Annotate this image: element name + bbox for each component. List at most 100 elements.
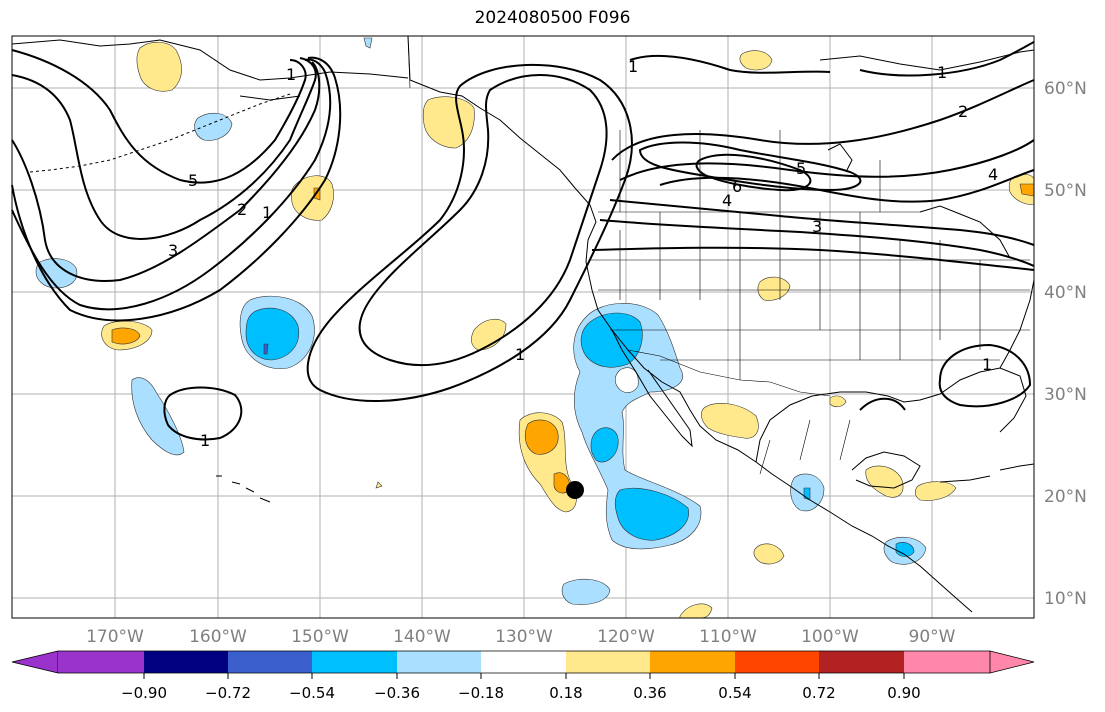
yellow-fill-mexico xyxy=(701,403,759,439)
us-state-lines-horizontal xyxy=(590,259,1030,361)
yellow-fill-bering xyxy=(136,41,182,92)
anomaly-fills xyxy=(35,37,1035,619)
orange-core-west-pacific xyxy=(111,327,141,345)
colorbar-ticks xyxy=(143,673,905,679)
colorbar-tick-label: −0.18 xyxy=(458,684,504,702)
contour-1-east xyxy=(938,343,1032,408)
contour-label: 4 xyxy=(988,165,998,184)
lon-label: 150°W xyxy=(291,627,349,647)
colorbar-swatch xyxy=(58,651,144,673)
contour-label: 1 xyxy=(982,355,992,374)
lon-label: 90°W xyxy=(909,627,956,647)
colorbar-swatch xyxy=(566,651,650,673)
contour-2-jet xyxy=(611,79,1035,161)
yellow-fill-yucatan xyxy=(865,465,904,498)
colorbar-swatch xyxy=(481,651,566,673)
hispaniola-coastline xyxy=(999,463,1035,471)
contour-1-ridge-inner xyxy=(358,74,608,367)
contour-4 xyxy=(11,57,317,240)
colorbar: −0.90 −0.72 −0.54 −0.36 −0.18 0.18 0.36 … xyxy=(11,650,1035,702)
contour-label: 1 xyxy=(286,65,296,84)
colorbar-swatch xyxy=(312,651,397,673)
yellow-fill-plains xyxy=(757,276,791,301)
colorbar-tick-label: 0.90 xyxy=(887,684,920,702)
lon-label: 100°W xyxy=(801,627,859,647)
contour-5 xyxy=(11,49,307,184)
baja-peninsula xyxy=(611,329,693,448)
blue-core-baja-north xyxy=(580,312,643,368)
colorbar-tick-label: 0.72 xyxy=(802,684,835,702)
lat-label: 50°N xyxy=(1044,181,1087,201)
yucatan-coastline xyxy=(851,451,921,489)
gulf-coastline xyxy=(755,367,1027,463)
yellow-fill-caribbean xyxy=(914,481,957,501)
contour-3-lower xyxy=(609,199,1035,246)
contour-3-jet xyxy=(619,139,1035,181)
contour-1-northeast xyxy=(859,41,1035,77)
orange-core-hurricane-north xyxy=(524,419,559,455)
lon-label: 120°W xyxy=(597,627,655,647)
gridlines xyxy=(12,36,1034,618)
dark-blue-spot xyxy=(263,343,269,355)
lon-label: 160°W xyxy=(189,627,247,647)
lon-label: 110°W xyxy=(699,627,757,647)
colorbar-labels: −0.90 −0.72 −0.54 −0.36 −0.18 0.18 0.36 … xyxy=(121,684,921,702)
colorbar-swatch xyxy=(144,651,228,673)
yellow-fill-alaska xyxy=(422,96,475,149)
colorbar-swatch xyxy=(735,651,819,673)
contour-lines xyxy=(11,41,1035,441)
alaska-coastline xyxy=(11,39,409,81)
blue-core-subtropical xyxy=(245,307,300,361)
contour-2 xyxy=(11,58,332,311)
colorbar-tick-label: −0.72 xyxy=(205,684,251,702)
contour-label: 1 xyxy=(262,203,272,222)
lat-label: 10°N xyxy=(1044,589,1087,609)
colorbar-extend-low xyxy=(11,650,59,674)
great-lakes xyxy=(919,205,1011,259)
blue-fill-aleutian xyxy=(194,112,233,141)
lon-label: 130°W xyxy=(495,627,553,647)
contour-label: 1 xyxy=(937,63,947,82)
yellow-fill-tiny xyxy=(375,481,383,489)
contour-1-gulf xyxy=(859,397,906,411)
contour-label: 2 xyxy=(958,102,968,121)
blue-core-baja-south xyxy=(614,487,689,541)
colorbar-tick-label: 0.18 xyxy=(549,684,582,702)
colorbar-tick-label: −0.90 xyxy=(121,684,167,702)
colorbar-swatch xyxy=(819,651,904,673)
contour-label-group: 1 1 1 1 1 1 1 2 2 3 3 4 4 5 5 6 xyxy=(168,57,998,450)
alaska-peninsula xyxy=(239,95,301,101)
contour-1-ridge-outer xyxy=(306,63,633,402)
alaska-yukon-border xyxy=(407,35,411,89)
mexico-state-lines xyxy=(759,419,851,475)
west-coastline xyxy=(407,35,973,613)
lat-label: 60°N xyxy=(1044,79,1087,99)
hudson-bay-coast xyxy=(827,143,853,173)
contour-label: 5 xyxy=(796,159,806,178)
lon-label: 170°W xyxy=(86,627,144,647)
contour-1-closed xyxy=(163,386,243,441)
contour-4-jet xyxy=(659,169,1035,203)
contour-label: 3 xyxy=(812,217,822,236)
contour-label: 3 xyxy=(168,241,178,260)
orange-core-east-edge xyxy=(1019,183,1035,197)
colorbar-tick-label: −0.36 xyxy=(374,684,420,702)
colorbar-swatch xyxy=(650,651,735,673)
canada-north-coast xyxy=(819,49,1035,71)
colorbar-tick-label: 0.36 xyxy=(633,684,666,702)
map-background xyxy=(12,36,1034,618)
contour-label: 1 xyxy=(200,431,210,450)
contour-label: 1 xyxy=(515,345,525,364)
lat-label: 30°N xyxy=(1044,385,1087,405)
colorbar-tick-label: −0.54 xyxy=(289,684,335,702)
latitude-labels: 60°N 50°N 40°N 30°N 20°N 10°N xyxy=(1044,79,1087,609)
contour-5-jet xyxy=(638,141,862,192)
lon-label: 140°W xyxy=(393,627,451,647)
yellow-fill-east-pacific xyxy=(753,543,785,565)
blue-fill-gulf-edge xyxy=(363,37,373,49)
contour-label: 5 xyxy=(188,171,198,190)
yellow-fill-gulf-coast xyxy=(829,395,847,408)
contour-1a xyxy=(11,56,342,322)
longitude-labels: 170°W 160°W 150°W 140°W 130°W 120°W 110°… xyxy=(86,627,956,647)
